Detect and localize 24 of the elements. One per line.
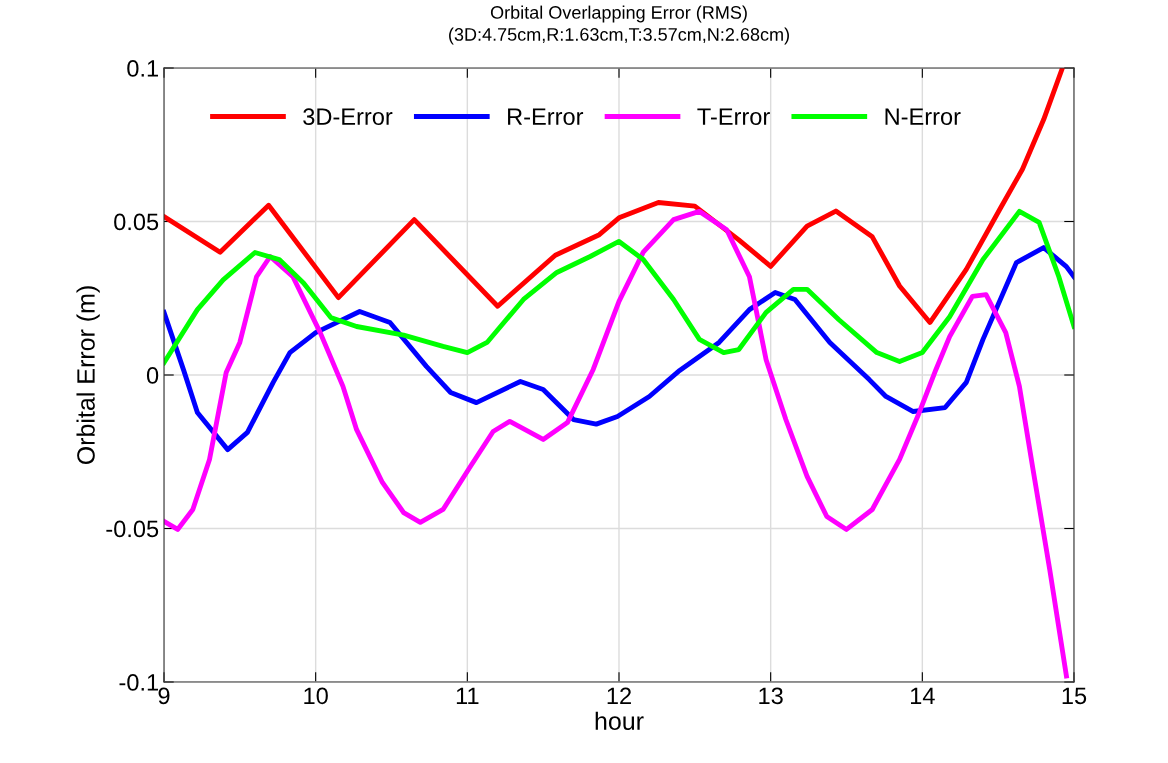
x-tick-label: 13 [759, 687, 783, 705]
legend-label: T-Error [697, 108, 770, 126]
x-tick-label: 14 [911, 687, 935, 704]
line-series [164, 68, 1065, 325]
x-axis-title: hour [595, 711, 644, 731]
line-series [164, 208, 1069, 679]
x-tick-label: 9 [158, 687, 170, 705]
chart-subtitle: (3D:4.75cm,R:1.63cm,T:3.57cm,N:2.68cm) [449, 27, 789, 45]
y-tick-label: -0.1 [119, 674, 158, 691]
line-series [164, 208, 1074, 366]
x-tick-label: 15 [1062, 687, 1087, 705]
legend-label: N-Error [885, 108, 961, 126]
line-series [164, 245, 1074, 453]
y-tick-label: 0 [146, 367, 159, 384]
legend-label: R-Error [508, 108, 584, 126]
y-tick-label: 0.05 [114, 213, 159, 231]
x-tick-label: 12 [607, 687, 631, 704]
y-tick-label: -0.05 [106, 520, 159, 538]
legend-label: 3D-Error [303, 108, 393, 126]
y-tick-label: 0.1 [127, 60, 158, 77]
y-axis-title: Orbital Error (m) [76, 286, 100, 465]
chart-title: Orbital Overlapping Error (RMS) [490, 5, 747, 23]
x-tick-label: 11 [456, 687, 479, 704]
x-tick-label: 10 [304, 687, 328, 705]
